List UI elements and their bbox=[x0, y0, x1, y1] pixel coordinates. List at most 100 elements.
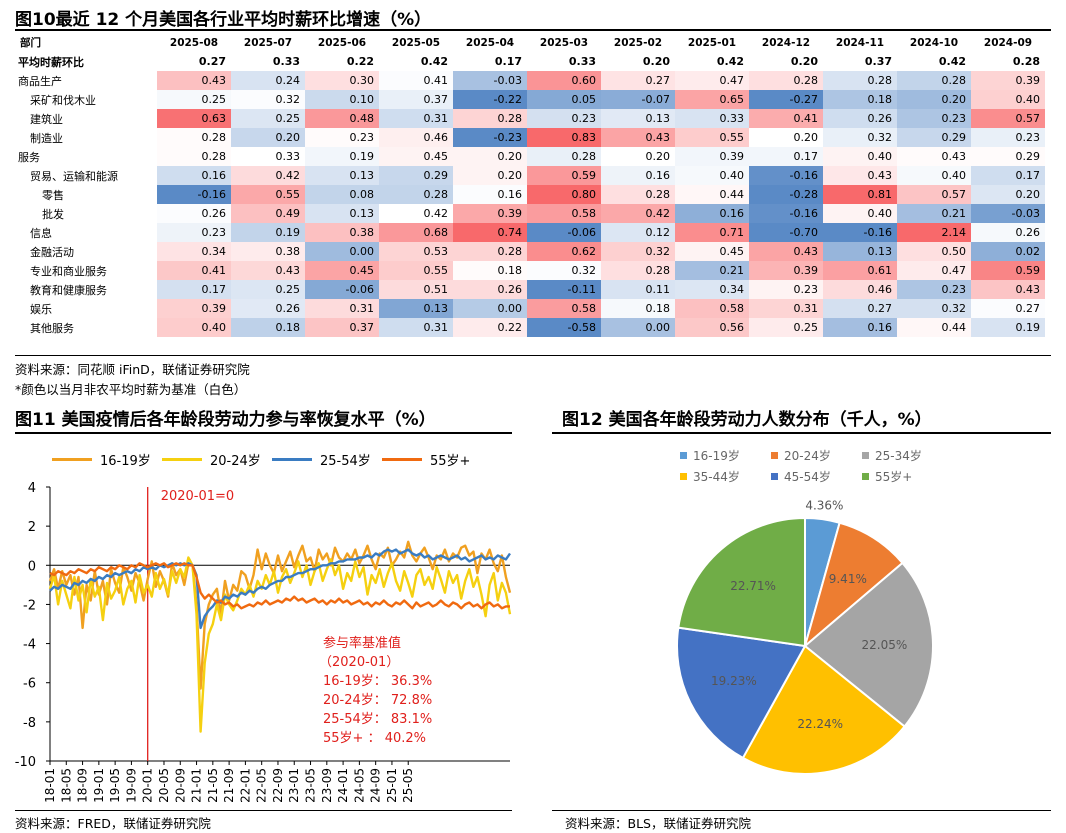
table-cell: 0.25 bbox=[157, 90, 231, 109]
table-cell: 0.13 bbox=[379, 299, 453, 318]
pie-label: 22.71% bbox=[730, 579, 776, 593]
table-cell: 0.40 bbox=[157, 318, 231, 337]
table-cell: 0.26 bbox=[971, 223, 1045, 242]
row-label: 批发 bbox=[42, 207, 64, 221]
table-cell: 0.63 bbox=[157, 109, 231, 128]
table-cell: 0.28 bbox=[527, 147, 601, 166]
table-cell: -0.70 bbox=[749, 223, 823, 242]
table-cell: 0.20 bbox=[453, 166, 527, 185]
row-label: 建筑业 bbox=[30, 112, 63, 126]
table-cell: 0.57 bbox=[897, 185, 971, 204]
table-cell: 0.32 bbox=[527, 261, 601, 280]
legend-swatch bbox=[382, 458, 422, 461]
table-cell: 0.23 bbox=[897, 109, 971, 128]
row-label: 专业和商业服务 bbox=[30, 264, 107, 278]
row-label: 服务 bbox=[18, 150, 40, 164]
table-cell: 0.34 bbox=[157, 242, 231, 261]
table-cell: 0.45 bbox=[305, 261, 379, 280]
table-cell: 0.28 bbox=[379, 185, 453, 204]
table-cell: 0.30 bbox=[305, 71, 379, 90]
y-tick-label: 4 bbox=[28, 481, 36, 496]
legend-item-20-24岁: 20-24岁 bbox=[162, 450, 261, 469]
header-col-2025-08: 2025-08 bbox=[157, 33, 231, 52]
y-tick-label: 0 bbox=[28, 559, 36, 574]
x-tick-label: 19-01 bbox=[92, 768, 106, 803]
table-cell: 0.47 bbox=[897, 261, 971, 280]
pie-slice-25-34岁 bbox=[803, 561, 934, 728]
table-cell: 0.42 bbox=[231, 166, 305, 185]
table-cell: 0.39 bbox=[453, 204, 527, 223]
table-cell: 0.17 bbox=[453, 52, 527, 71]
table-cell: 0.31 bbox=[379, 109, 453, 128]
pie-label: 19.23% bbox=[711, 674, 757, 688]
table-row: 教育和健康服务 0.17 0.25 -0.06 0.51 0.26 -0.11 0.11 0.3… bbox=[15, 280, 1045, 299]
table-cell: 0.43 bbox=[601, 128, 675, 147]
row-label: 贸易、运输和能源 bbox=[30, 169, 118, 183]
table-cell: 0.42 bbox=[897, 52, 971, 71]
pie-legend-swatch bbox=[771, 452, 778, 459]
pie-legend-item-55岁+: 55岁+ bbox=[862, 468, 912, 485]
table-cell: 0.16 bbox=[601, 166, 675, 185]
table-cell: 0.41 bbox=[379, 71, 453, 90]
x-tick-label: 24-05 bbox=[352, 768, 366, 803]
pie-legend-item-16-19岁: 16-19岁 bbox=[680, 447, 740, 464]
line-chart-title: 图11 美国疫情后各年龄段劳动力参与率恢复水平（%） bbox=[15, 410, 436, 430]
pie-legend-swatch bbox=[862, 473, 869, 480]
table-cell: 0.22 bbox=[305, 52, 379, 71]
table-cell: 0.22 bbox=[453, 318, 527, 337]
legend-label: 16-19岁 bbox=[100, 454, 151, 469]
pie-bottom-rule bbox=[552, 810, 1051, 811]
table-cell: 0.02 bbox=[971, 242, 1045, 261]
table-cell: 0.00 bbox=[305, 242, 379, 261]
pie-legend-label: 55岁+ bbox=[875, 470, 913, 484]
table-header-row: 部门 2025-08 2025-07 2025-06 2025-05 2025-04 202… bbox=[15, 33, 1045, 52]
table-cell: 0.41 bbox=[749, 109, 823, 128]
pie-legend-swatch bbox=[862, 452, 869, 459]
x-tick-label: 21-09 bbox=[222, 768, 236, 803]
table-cell: 0.23 bbox=[897, 280, 971, 299]
table-cell: 0.23 bbox=[749, 280, 823, 299]
wage-growth-table: 部门 2025-08 2025-07 2025-06 2025-05 2025-04 202… bbox=[15, 33, 1045, 337]
table-cell: 0.13 bbox=[601, 109, 675, 128]
table-row: 专业和商业服务 0.41 0.43 0.45 0.55 0.18 0.32 0.28 0.21 0… bbox=[15, 261, 1045, 280]
table-cell: 0.41 bbox=[157, 261, 231, 280]
table-cell: 0.68 bbox=[379, 223, 453, 242]
table-body: 平均时薪环比 0.27 0.33 0.22 0.42 0.17 0.33 0.20 0.42 0.… bbox=[15, 52, 1045, 337]
table-cell: 0.28 bbox=[749, 71, 823, 90]
table-cell: 0.31 bbox=[749, 299, 823, 318]
table-cell: 0.45 bbox=[675, 242, 749, 261]
table-cell: 0.43 bbox=[897, 147, 971, 166]
x-tick-label: 18-05 bbox=[59, 768, 73, 803]
table-cell: 0.26 bbox=[157, 204, 231, 223]
x-tick-label: 21-01 bbox=[190, 768, 204, 803]
pie-legend-swatch bbox=[680, 452, 687, 459]
header-col-2025-07: 2025-07 bbox=[231, 33, 305, 52]
table-bottom-rule bbox=[15, 355, 1051, 356]
pie-legend-label: 25-34岁 bbox=[875, 449, 922, 463]
table-cell: 0.10 bbox=[305, 90, 379, 109]
table-cell: 0.21 bbox=[675, 261, 749, 280]
header-col-2024-12: 2024-12 bbox=[749, 33, 823, 52]
line-annotation: 参与率基准值 （2020-01） 16-19岁： 36.3% 20-24岁： 7… bbox=[313, 634, 432, 748]
table-cell: 0.55 bbox=[231, 185, 305, 204]
table-cell: 0.16 bbox=[823, 318, 897, 337]
header-col-2025-01: 2025-01 bbox=[675, 33, 749, 52]
row-label: 娱乐 bbox=[30, 302, 52, 316]
pie-legend-label: 20-24岁 bbox=[784, 449, 831, 463]
pie-label: 22.05% bbox=[862, 638, 908, 652]
table-cell: -0.16 bbox=[823, 223, 897, 242]
table-cell: 0.28 bbox=[453, 109, 527, 128]
reference-label: 2020-01=0 bbox=[161, 489, 234, 504]
table-cell: -0.06 bbox=[527, 223, 601, 242]
header-col-2024-09: 2024-09 bbox=[971, 33, 1045, 52]
legend-label: 55岁+ bbox=[430, 454, 471, 469]
legend-swatch bbox=[162, 458, 202, 461]
table-cell: 0.81 bbox=[823, 185, 897, 204]
table-cell: 0.62 bbox=[527, 242, 601, 261]
table-cell: -0.28 bbox=[749, 185, 823, 204]
x-tick-label: 24-01 bbox=[336, 768, 350, 803]
table-cell: 0.55 bbox=[379, 261, 453, 280]
table-cell: -0.58 bbox=[527, 318, 601, 337]
table-row: 贸易、运输和能源 0.16 0.42 0.13 0.29 0.20 0.59 0.16 0.40… bbox=[15, 166, 1045, 185]
